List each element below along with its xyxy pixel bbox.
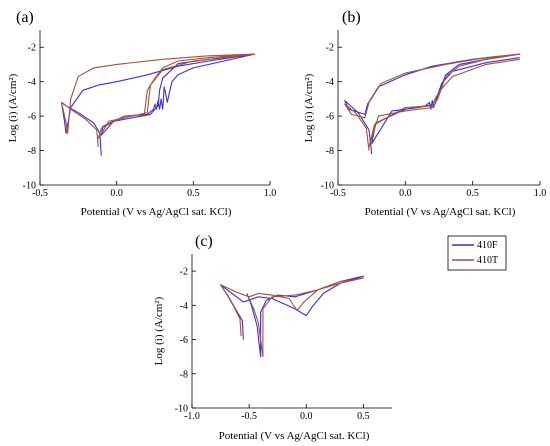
panel-b: (b) -0.5 0.0 0.5 1.0 -2 -4 -6 -8 -10 Log (i) (A/… — [303, 9, 546, 218]
x-tick-label-c: 0.5 — [357, 411, 370, 422]
panel-c-xlabel: Potential (V vs Ag/AgCl sat. KCl) — [219, 430, 370, 442]
y-tick-label-a: -2 — [28, 43, 36, 54]
x-tick-label-c: -1.0 — [184, 411, 200, 422]
x-tick-label-a: 1.0 — [264, 188, 277, 199]
panel-a-xlabel: Potential (V vs Ag/AgCl sat. KCl) — [81, 206, 232, 218]
y-tick-label-b: -2 — [326, 43, 334, 54]
panel-a-label: (a) — [16, 9, 34, 26]
x-tick-label-c: -0.5 — [241, 411, 257, 422]
x-tick-label-a: 0.0 — [110, 188, 123, 199]
panel-c-label: (c) — [195, 233, 213, 250]
x-tick-label-a: 0.5 — [187, 188, 200, 199]
y-tick-label-a: -6 — [28, 112, 36, 123]
y-tick-label-c: -10 — [175, 404, 188, 415]
series-line-410F-a — [60, 53, 256, 156]
legend: 410F 410T — [447, 235, 507, 271]
y-tick-label-c: -4 — [180, 301, 188, 312]
legend-label-410F: 410F — [477, 240, 498, 251]
series-line-410F-c — [220, 275, 364, 358]
y-tick-label-b: -4 — [326, 77, 334, 88]
y-tick-label-b: -6 — [326, 112, 334, 123]
y-tick-label-c: -2 — [180, 267, 188, 278]
x-tick-label-a: -0.5 — [32, 188, 48, 199]
y-tick-label-c: -6 — [180, 335, 188, 346]
legend-label-410T: 410T — [477, 255, 498, 266]
y-tick-label-a: -10 — [23, 181, 36, 192]
y-tick-label-b: -8 — [326, 146, 334, 157]
panel-c-plot: -1.0 -0.5 0.0 0.5 -2 -4 -6 -8 -10 — [175, 254, 392, 422]
series-line-410T-a — [60, 53, 256, 148]
panel-b-ylabel: Log (i) (A/cm²) — [303, 73, 315, 142]
y-tick-label-b: -10 — [321, 181, 334, 192]
x-tick-label-c: 0.0 — [300, 411, 313, 422]
x-tick-label-b: -0.5 — [330, 188, 346, 199]
panel-c: (c) -1.0 -0.5 0.0 0.5 -2 -4 -6 -8 -10 Log (i) (A… — [153, 233, 392, 442]
panel-b-xlabel: Potential (V vs Ag/AgCl sat. KCl) — [365, 206, 516, 218]
x-tick-label-b: 1.0 — [534, 188, 547, 199]
panel-c-ylabel: Log (i) (A/cm²) — [153, 296, 165, 365]
y-tick-label-a: -4 — [28, 77, 36, 88]
y-tick-label-c: -8 — [180, 369, 188, 380]
x-tick-label-b: 0.5 — [466, 188, 479, 199]
panel-b-label: (b) — [342, 9, 361, 26]
y-tick-label-a: -8 — [28, 146, 36, 157]
panel-a-ylabel: Log (i) (A/cm²) — [7, 73, 19, 142]
series-line-410T-b — [344, 53, 521, 151]
x-tick-label-b: 0.0 — [399, 188, 412, 199]
panel-a-plot: -0.5 0.0 0.5 1.0 -2 -4 -6 -8 -10 — [23, 30, 277, 199]
panel-a: (a) -0.5 0.0 0.5 1.0 -2 -4 -6 -8 -10 Log (i) (A/… — [7, 9, 276, 218]
legend-frame — [447, 235, 507, 271]
series-line-410T-c — [220, 277, 364, 358]
panel-b-plot: -0.5 0.0 0.5 1.0 -2 -4 -6 -8 -10 — [321, 30, 547, 199]
